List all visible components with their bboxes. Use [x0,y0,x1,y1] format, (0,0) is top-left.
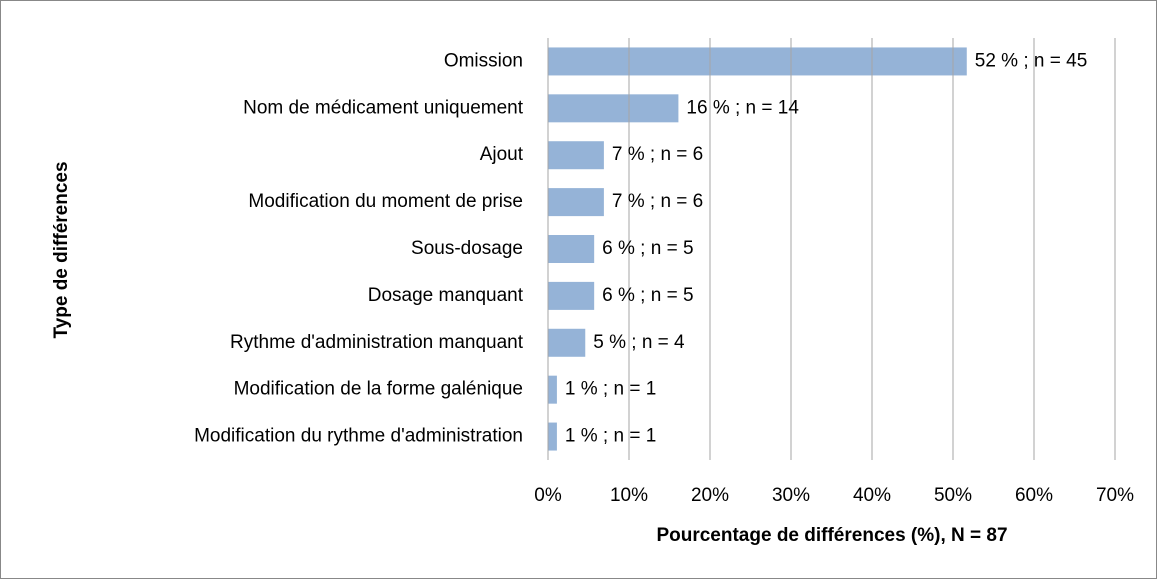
x-tick-label: 20% [691,485,729,506]
value-label: 1 % ; n = 1 [565,426,656,447]
bar [548,94,679,123]
y-tick-label: Modification du moment de prise [248,191,523,212]
x-axis-title: Pourcentage de différences (%), N = 87 [656,525,1007,546]
y-tick-label: Modification du rythme d'administration [194,426,523,447]
value-label: 7 % ; n = 6 [612,144,703,165]
value-label: 6 % ; n = 5 [602,238,693,259]
y-tick-label: Dosage manquant [368,285,524,306]
value-label: 7 % ; n = 6 [612,191,703,212]
bar [548,328,586,357]
x-tick-label: 40% [853,485,891,506]
x-tick-label: 60% [1015,485,1053,506]
bar [548,235,595,263]
y-tick-label: Nom de médicament uniquement [243,97,524,118]
x-tick-label: 50% [934,485,972,506]
value-label: 6 % ; n = 5 [602,285,693,306]
x-tick-label: 10% [610,485,648,506]
value-label: 16 % ; n = 14 [686,97,799,118]
value-label: 52 % ; n = 45 [975,50,1088,71]
y-tick-label: Ajout [480,144,524,165]
y-tick-label: Modification de la forme galénique [234,379,523,400]
x-tick-label: 0% [534,485,562,506]
y-tick-label: Sous-dosage [411,238,523,259]
value-label: 5 % ; n = 4 [593,332,685,353]
y-axis-title: Type de différences [51,161,72,338]
bar [548,375,557,404]
bar [548,47,967,76]
y-tick-label: Omission [444,50,523,71]
bar [548,422,557,451]
value-label: 1 % ; n = 1 [565,379,656,400]
bar [548,141,604,170]
bar [548,281,595,310]
y-tick-label: Rythme d'administration manquant [230,332,524,353]
x-tick-label: 70% [1096,485,1134,506]
x-tick-label: 30% [772,485,810,506]
bar [548,188,604,217]
